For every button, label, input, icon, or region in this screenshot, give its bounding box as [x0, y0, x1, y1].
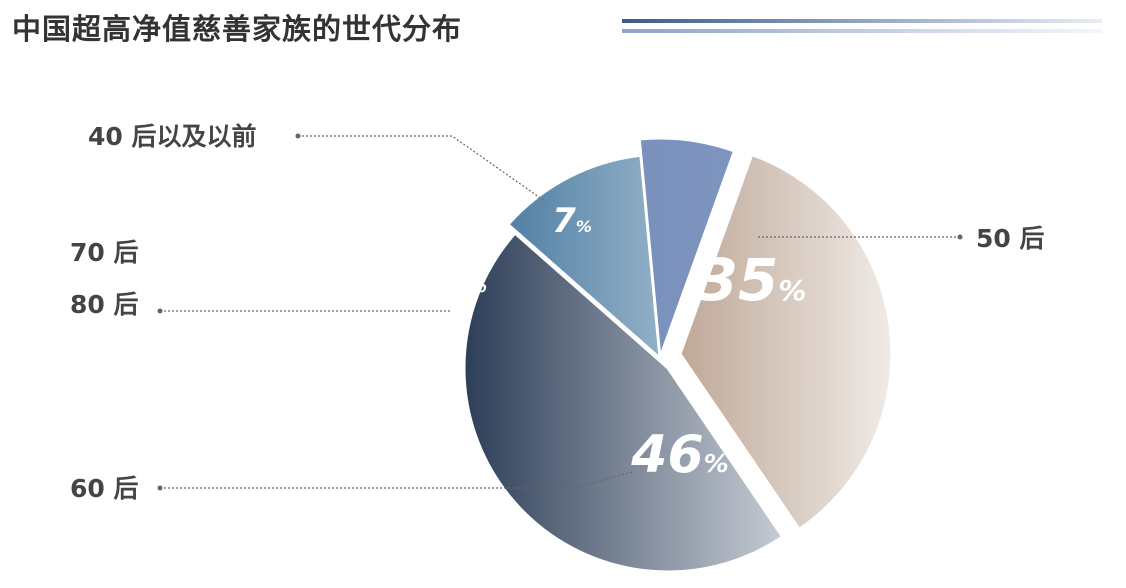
- leader-line-40s: [298, 135, 547, 203]
- legend-label-50s: 50 后: [976, 224, 1045, 253]
- leader-dot-50s: [957, 234, 963, 240]
- leader-dot-80s: [157, 308, 163, 314]
- leader-dot-60s: [157, 485, 163, 491]
- pie-slice-50s: [678, 152, 894, 532]
- title-rule: [622, 29, 1102, 33]
- legend-label-60s: 60 后: [70, 474, 139, 503]
- title-rule: [622, 19, 1102, 23]
- leader-dot-40s: [295, 133, 301, 139]
- page-title: 中国超高净值慈善家族的世代分布: [12, 12, 463, 46]
- legend-label-70s: 70 后: [70, 238, 139, 267]
- pie-slice-40s: [637, 136, 737, 359]
- legend-label-40s: 40 后以及以前: [88, 122, 257, 151]
- pie-slice-80s: [505, 153, 666, 366]
- pie-slice-60s: [462, 230, 785, 574]
- pct-label-50s: 35%: [698, 246, 807, 314]
- pct-label-40s: 7%: [552, 201, 592, 241]
- legend-label-80s: 80 后: [70, 290, 139, 319]
- pct-label-80s: 12%: [409, 253, 488, 302]
- pct-label-60s: 46%: [630, 425, 728, 485]
